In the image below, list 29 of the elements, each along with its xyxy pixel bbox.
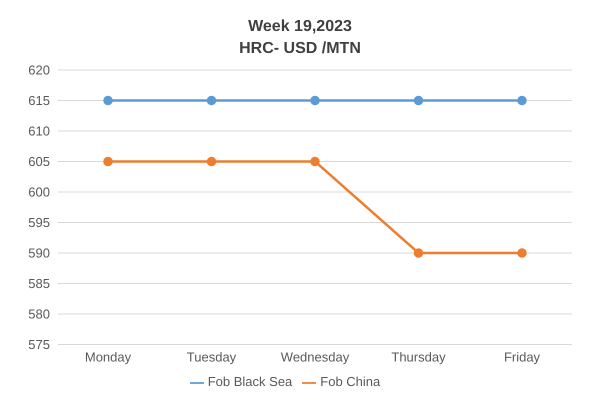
point	[103, 156, 113, 166]
point	[517, 248, 527, 258]
point	[206, 156, 216, 166]
y-tick-label: 605	[28, 154, 50, 170]
y-tick-label: 620	[28, 62, 50, 78]
y-tick-label: 615	[28, 93, 50, 108]
legend-label: Fob China	[320, 374, 380, 390]
x-tick-label: Thursday	[391, 350, 446, 365]
x-tick-label: Monday	[84, 350, 132, 365]
y-tick-label: 595	[28, 215, 50, 230]
y-tick-label: 575	[28, 337, 50, 352]
point	[310, 96, 320, 106]
y-tick-label: 580	[28, 306, 50, 322]
point	[206, 96, 216, 106]
y-tick-label: 600	[28, 184, 50, 200]
x-tick-label: Friday	[504, 350, 541, 365]
point	[103, 96, 113, 106]
x-tick-label: Wednesday	[280, 350, 350, 365]
y-tick-label: 610	[28, 124, 50, 139]
point	[310, 156, 320, 166]
chart-title: Week 19,2023	[247, 17, 353, 37]
point	[517, 96, 527, 106]
chart-subtitle: HRC- USD /MTN	[238, 39, 362, 59]
x-tick-label: Tuesday	[186, 350, 237, 365]
y-tick-label: 585	[28, 276, 50, 292]
y-tick-label: 590	[28, 246, 50, 261]
point	[414, 96, 424, 106]
legend-label: Fob Black Sea	[208, 374, 292, 390]
point	[414, 248, 424, 258]
